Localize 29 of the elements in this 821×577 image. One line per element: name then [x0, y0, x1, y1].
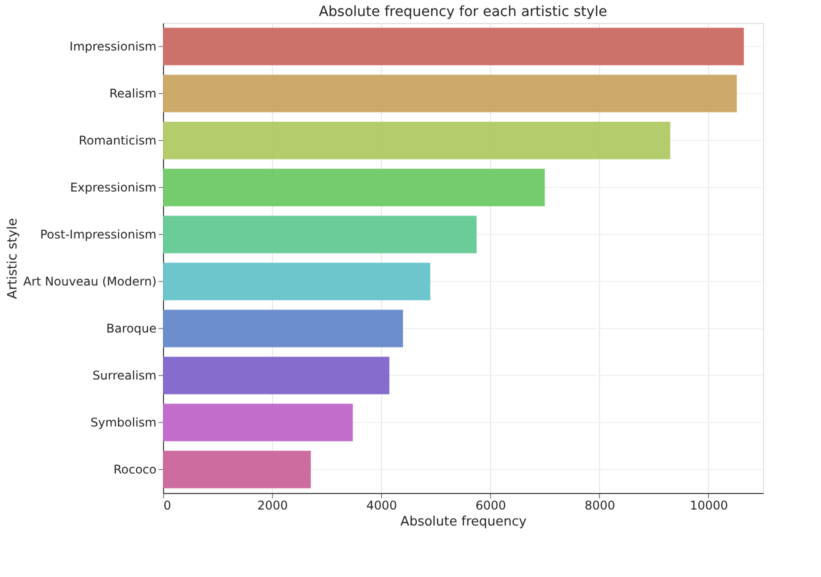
x-tick-label: 6000: [476, 498, 506, 512]
x-axis-title: Absolute frequency: [400, 514, 527, 530]
bar: [163, 216, 477, 254]
bar: [163, 262, 430, 300]
bar: [163, 74, 737, 112]
y-tick-label: Symbolism: [90, 416, 156, 430]
bar: [163, 310, 403, 348]
x-tick-label: 8000: [584, 498, 616, 512]
x-tick-label: 2000: [257, 498, 288, 512]
bar: [163, 28, 744, 66]
y-tick-label: Rococo: [113, 462, 156, 476]
y-tick-label: Post-Impressionism: [40, 228, 156, 242]
chart-title: Absolute frequency for each artistic style: [318, 4, 608, 20]
bar: [163, 122, 670, 160]
bar: [163, 168, 545, 206]
y-tick-label: Art Nouveau (Modern): [23, 274, 156, 288]
y-tick-label: Romanticism: [78, 134, 156, 148]
y-tick-label: Realism: [109, 86, 156, 100]
y-tick-label: Expressionism: [70, 180, 156, 194]
x-tick-label: 4000: [366, 498, 397, 512]
bar: [163, 450, 311, 488]
y-tick-label: Surrealism: [92, 368, 156, 382]
x-tick-label: 0: [164, 498, 172, 512]
y-tick-label: Baroque: [106, 322, 156, 336]
bar: [163, 356, 390, 394]
x-tick-label: 10000: [690, 498, 728, 512]
y-tick-label: Impressionism: [70, 40, 156, 54]
bar: [163, 404, 353, 442]
y-axis-title: Artistic style: [5, 218, 20, 299]
